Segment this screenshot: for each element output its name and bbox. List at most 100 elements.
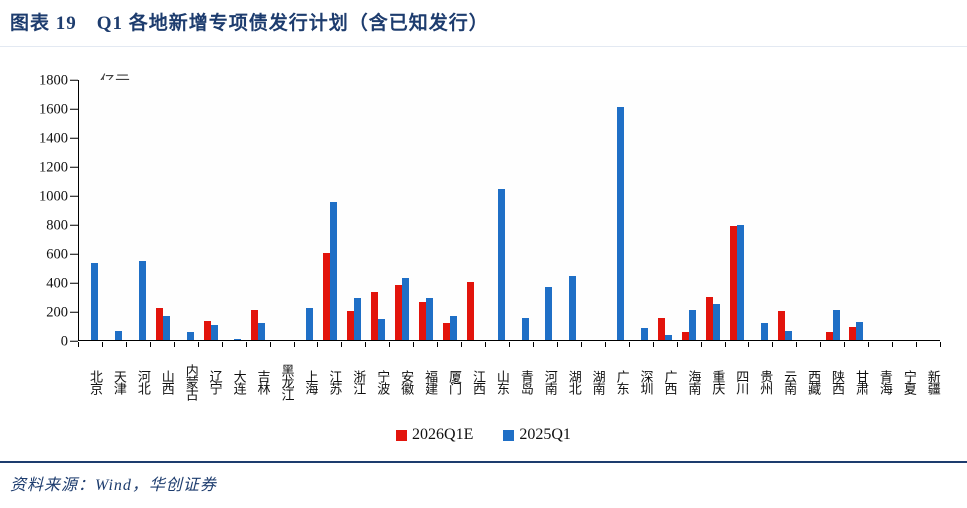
- legend-item-2026q1e: 2026Q1E: [396, 426, 473, 444]
- bar-2025q1: [521, 317, 529, 340]
- bar-group: [175, 80, 199, 340]
- x-axis-category-label: 陕西: [830, 370, 845, 394]
- bar-group: [366, 80, 390, 340]
- y-axis-ticks: [70, 79, 78, 342]
- x-axis-category-label: 吉林: [255, 370, 271, 394]
- bar-2025q1: [569, 275, 577, 340]
- y-axis-tick-mark: [70, 311, 78, 313]
- x-axis-category-label: 浙江: [351, 370, 367, 394]
- x-axis-tick-mark: [509, 342, 510, 347]
- x-axis-ticks: [78, 342, 941, 347]
- bar-group: [629, 80, 653, 340]
- x-axis-category-label: 云南: [782, 370, 798, 394]
- bar-2025q1: [114, 331, 122, 340]
- x-axis-tick-mark: [604, 342, 606, 347]
- y-axis-tick-mark: [70, 108, 78, 110]
- bar-group: [414, 80, 438, 340]
- x-axis-tick-mark: [556, 342, 558, 347]
- y-axis-tick-label: 1200: [39, 158, 68, 175]
- x-axis-category-label: 厦门: [447, 370, 462, 394]
- x-axis-category-label: 河北: [135, 370, 151, 394]
- y-axis-tick-label: 1000: [39, 187, 68, 204]
- bar-group: [677, 80, 701, 340]
- bar-group: [390, 80, 414, 340]
- bar-group: [797, 80, 821, 340]
- bar-2025q1: [665, 334, 673, 340]
- x-axis-category-label: 江苏: [327, 370, 343, 394]
- x-axis-tick-mark: [628, 342, 630, 347]
- bar-2026q1e: [658, 317, 666, 340]
- bar-2026q1e: [682, 332, 689, 340]
- x-axis-tick-mark: [676, 342, 678, 347]
- legend-label: 2026Q1E: [412, 426, 474, 443]
- bar-2025q1: [90, 263, 98, 340]
- x-axis-tick-mark: [916, 342, 918, 347]
- y-axis-tick-label: 800: [46, 216, 68, 233]
- x-axis-tick-mark: [940, 342, 941, 347]
- y-axis-tick-label: 0: [60, 332, 68, 349]
- x-axis-category-label: 黑龙江: [279, 364, 295, 400]
- x-axis-category-label: 河南: [542, 370, 558, 394]
- bar-2026q1e: [394, 285, 402, 340]
- y-axis-tick-label: 600: [46, 245, 68, 262]
- x-axis-tick-mark: [293, 342, 295, 347]
- bar-group: [246, 80, 270, 340]
- bar-group: [270, 80, 294, 340]
- x-axis-category-label: 四川: [734, 370, 750, 394]
- x-axis-tick-mark: [101, 342, 103, 347]
- x-axis-tick-mark: [796, 342, 798, 347]
- x-axis-labels: 北京 天津 河北 山西 内蒙古 辽宁 大连 吉林 黑龙江 上海 江苏 浙江 宁波 安徽 福建 厦门 江西 山东 青岛…: [78, 349, 941, 415]
- bar-group: [892, 80, 916, 340]
- bar-2025q1: [641, 328, 649, 340]
- x-axis-tick-mark: [700, 342, 702, 347]
- bar-2025q1: [784, 331, 792, 340]
- source-divider: [0, 461, 967, 463]
- bar-group: [438, 80, 462, 340]
- x-axis-tick-mark: [341, 342, 343, 347]
- bar-2026q1e: [705, 296, 713, 340]
- x-axis-category-label: 上海: [303, 370, 319, 394]
- bar-2025q1: [497, 189, 505, 340]
- bar-group: [749, 80, 773, 340]
- x-axis-category-label: 青海: [877, 370, 893, 394]
- bar-2025q1: [856, 321, 864, 340]
- x-axis-category-label: 深圳: [638, 370, 654, 394]
- bar-2025q1: [712, 303, 720, 340]
- x-axis-category-label: 湖南: [590, 370, 606, 394]
- bar-2025q1: [234, 338, 242, 340]
- y-axis-tick-label: 400: [46, 274, 68, 291]
- x-axis-category-label: 甘肃: [853, 370, 869, 394]
- bar-group: [916, 80, 940, 340]
- title-divider: [0, 46, 967, 47]
- bar-group: [725, 80, 749, 340]
- x-axis-category-label: 山东: [494, 370, 510, 394]
- x-axis-tick-mark: [724, 342, 726, 347]
- y-axis-tick-label: 1800: [39, 71, 68, 88]
- bar-2026q1e: [371, 292, 379, 340]
- bar-2025q1: [306, 307, 314, 340]
- x-axis-category-label: 青岛: [518, 370, 534, 394]
- x-axis-tick-mark: [820, 342, 822, 347]
- bar-group: [199, 80, 223, 340]
- x-axis-tick-mark: [413, 342, 415, 347]
- legend-label: 2025Q1: [519, 426, 571, 443]
- bar-2026q1e: [729, 225, 737, 340]
- bar-group: [534, 80, 558, 340]
- x-axis-category-label: 贵州: [758, 370, 774, 394]
- legend-item-2025q1: 2025Q1: [503, 426, 571, 444]
- bar-2025q1: [210, 324, 218, 340]
- bar-2026q1e: [323, 253, 331, 340]
- x-axis-tick-mark: [461, 342, 463, 347]
- y-axis-tick-label: 1400: [39, 129, 68, 146]
- bar-2025q1: [689, 310, 696, 340]
- bar-group: [773, 80, 797, 340]
- x-axis-category-label: 广东: [614, 370, 630, 394]
- x-axis-tick-mark: [868, 342, 870, 347]
- bar-group: [557, 80, 581, 340]
- x-axis-category-label: 广西: [662, 370, 678, 394]
- x-axis-category-label: 山西: [159, 370, 175, 394]
- bar-2025q1: [401, 277, 409, 340]
- bar-2026q1e: [347, 311, 355, 340]
